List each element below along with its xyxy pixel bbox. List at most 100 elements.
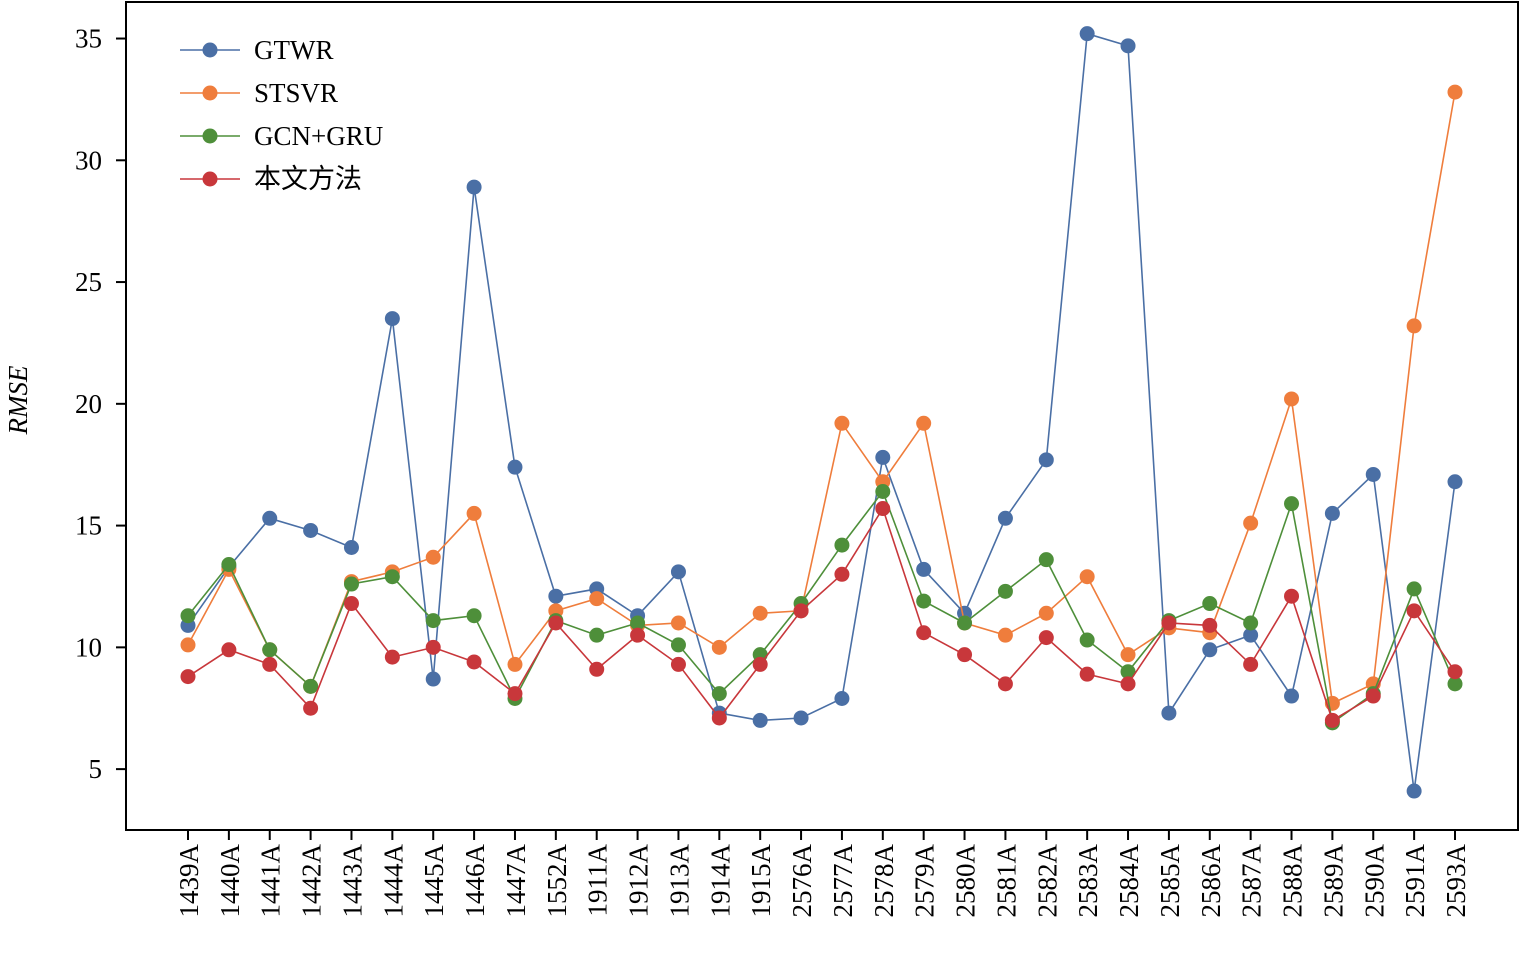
x-tick-label: 2583A: [1073, 844, 1103, 918]
series-4: [180, 501, 1463, 728]
data-point: [262, 642, 278, 658]
data-point: [1202, 642, 1218, 658]
data-point: [1120, 664, 1136, 680]
legend-marker: [202, 42, 218, 58]
data-point: [916, 625, 932, 641]
data-point: [303, 522, 319, 538]
y-tick-label: 10: [75, 632, 102, 662]
data-point: [589, 591, 605, 607]
x-tick-label: 2593A: [1441, 844, 1471, 918]
data-point: [1161, 705, 1177, 721]
data-point: [425, 613, 441, 629]
series-line: [187, 506, 1456, 722]
data-point: [1038, 452, 1054, 468]
data-point: [425, 671, 441, 687]
legend-item: STSVR: [180, 78, 338, 108]
y-tick-label: 20: [75, 389, 102, 419]
data-point: [466, 608, 482, 624]
data-point: [1447, 84, 1463, 100]
data-point: [1038, 552, 1054, 568]
x-tick-label: 2580A: [951, 844, 981, 918]
data-point: [670, 656, 686, 672]
data-point: [425, 549, 441, 565]
legend-marker: [202, 128, 218, 144]
legend-marker: [202, 85, 218, 101]
data-point: [793, 603, 809, 619]
data-point: [1447, 676, 1463, 692]
legend-label: GCN+GRU: [254, 121, 383, 151]
series-3: [180, 483, 1463, 731]
y-tick-label: 5: [89, 754, 103, 784]
data-point: [1079, 632, 1095, 648]
x-tick-label: 2584A: [1114, 844, 1144, 918]
x-tick-label: 2589A: [1318, 844, 1348, 918]
x-tick-label: 1914A: [705, 844, 735, 918]
series-line: [187, 489, 1456, 725]
data-point: [425, 639, 441, 655]
x-tick-label: 2577A: [828, 844, 858, 918]
data-point: [1038, 605, 1054, 621]
data-point: [1243, 656, 1259, 672]
data-point: [1406, 603, 1422, 619]
data-point: [1406, 783, 1422, 799]
data-point: [670, 637, 686, 653]
data-point: [1447, 474, 1463, 490]
legend-marker: [202, 171, 218, 187]
x-tick-label: 2586A: [1196, 844, 1226, 918]
x-tick-label: 1444A: [378, 844, 408, 918]
data-point: [1324, 505, 1340, 521]
data-point: [180, 608, 196, 624]
data-point: [670, 615, 686, 631]
series-2: [180, 84, 1463, 711]
data-point: [875, 483, 891, 499]
y-tick-label: 15: [75, 511, 102, 541]
data-point: [1202, 596, 1218, 612]
data-point: [507, 459, 523, 475]
data-point: [1120, 647, 1136, 663]
data-point: [1284, 688, 1300, 704]
x-tick-label: 1447A: [501, 844, 531, 918]
x-tick-label: 1552A: [542, 844, 572, 918]
data-point: [1243, 627, 1259, 643]
data-point: [384, 649, 400, 665]
data-point: [180, 669, 196, 685]
data-point: [303, 700, 319, 716]
x-tick-label: 1440A: [215, 844, 245, 918]
data-point: [957, 615, 973, 631]
x-tick-label: 1442A: [297, 844, 327, 918]
data-point: [1079, 666, 1095, 682]
x-tick-label: 1439A: [174, 844, 204, 918]
data-point: [1079, 569, 1095, 585]
data-point: [997, 627, 1013, 643]
series-layer: [180, 26, 1463, 799]
data-point: [1406, 318, 1422, 334]
data-point: [1120, 676, 1136, 692]
data-point: [1365, 466, 1381, 482]
x-tick-label: 1913A: [664, 844, 694, 918]
data-point: [262, 510, 278, 526]
x-tick-label: 2581A: [991, 844, 1021, 918]
data-point: [343, 540, 359, 556]
y-axis-label: RMSE: [3, 365, 33, 435]
plot-frame: [125, 1, 1519, 831]
data-point: [548, 615, 564, 631]
data-point: [589, 661, 605, 677]
legend-label: GTWR: [254, 35, 333, 65]
data-point: [916, 415, 932, 431]
data-point: [221, 642, 237, 658]
y-axis: 5 10 15 20 25 30 35: [75, 24, 126, 784]
x-tick-label: 2587A: [1237, 844, 1267, 918]
data-point: [466, 654, 482, 670]
data-point: [834, 537, 850, 553]
x-tick-label: 1915A: [746, 844, 776, 918]
data-point: [793, 710, 809, 726]
legend: GTWR STSVR GCN+GRU 本文方法: [180, 35, 383, 194]
data-point: [548, 588, 564, 604]
legend-item: GTWR: [180, 35, 333, 65]
data-point: [1243, 615, 1259, 631]
data-point: [997, 583, 1013, 599]
y-tick-label: 35: [75, 24, 102, 54]
x-tick-label: 2590A: [1359, 844, 1389, 918]
x-tick-label: 2576A: [787, 844, 817, 918]
